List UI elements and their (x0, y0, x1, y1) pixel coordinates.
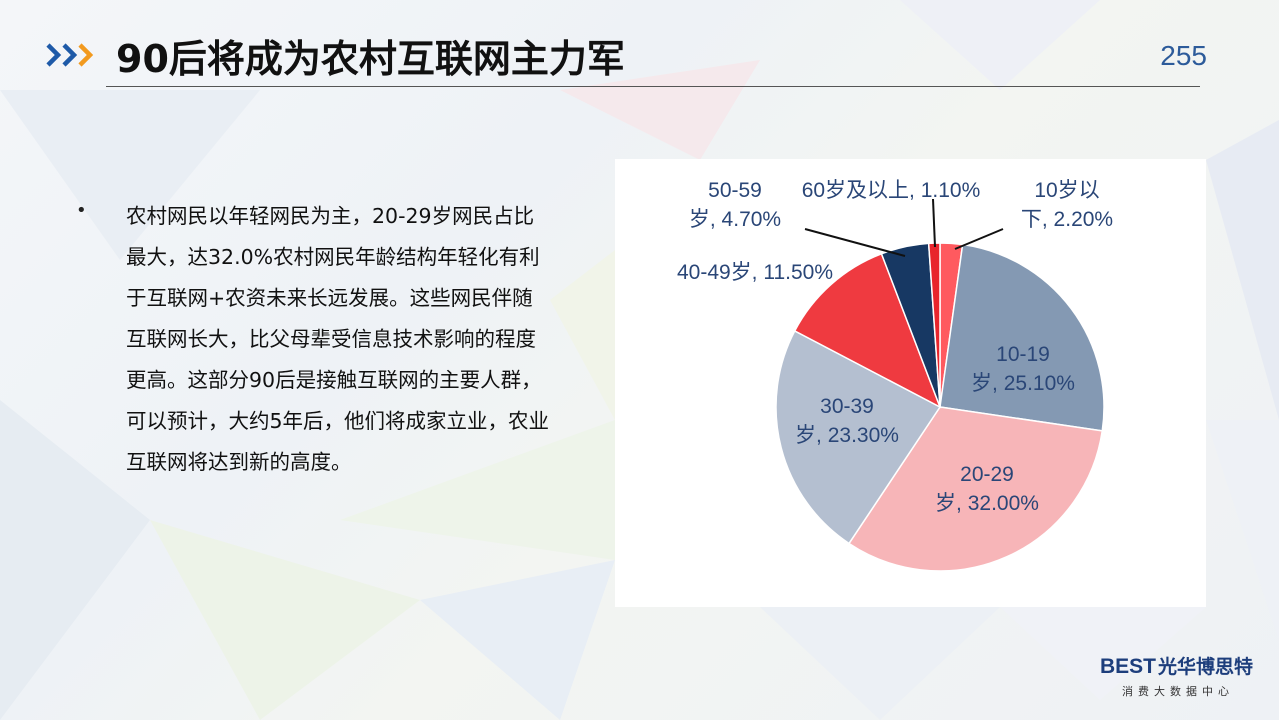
brand-latin: EST (1115, 655, 1157, 678)
data-label: 下, 2.20% (1021, 208, 1113, 231)
page-number: 255 (1160, 40, 1207, 71)
data-label: 岁, 4.70% (689, 208, 781, 231)
data-label: 60岁及以上, 1.10% (802, 179, 981, 202)
leader-line (932, 198, 936, 248)
bullet-paragraph: 农村网民以年轻网民为主，20-29岁网民占比最大，达32.0%农村网民年龄结构年… (126, 204, 550, 474)
data-label: 40-49岁, 11.50% (677, 261, 833, 284)
slide-header: 90后将成为农村互联网主力军 255 (0, 0, 1279, 92)
pie-slice (847, 406, 1104, 572)
leader-line (804, 228, 906, 257)
data-label: 岁, 25.10% (971, 372, 1075, 395)
bullet-list: • 农村网民以年轻网民为主，20-29岁网民占比最大，达32.0%农村网民年龄结… (70, 196, 550, 483)
pie-slice (939, 243, 1105, 432)
brand-logo: BEST 光华博思特 消费大数据中心 (1100, 652, 1253, 699)
brand-cn: 光华博思特 (1158, 657, 1254, 678)
data-label: 岁, 23.30% (795, 424, 899, 447)
chart-panel: 10岁以下, 2.20% 10-19 岁, 25.10% 20-29 岁, 32.00%… (615, 159, 1206, 607)
page-title: 90后将成为农村互联网主力军 (116, 37, 625, 81)
title-divider (106, 86, 1200, 87)
brand-name: BEST 光华博思特 (1100, 652, 1253, 679)
brand-tagline: 消费大数据中心 (1122, 685, 1234, 698)
chevrons-icon (46, 43, 94, 67)
bullet-marker: • (76, 200, 87, 221)
brand-prefix: B (1100, 655, 1116, 678)
data-label: 30-39 (820, 395, 874, 418)
leader-line (954, 228, 1004, 250)
data-label: 10岁以 (1034, 179, 1099, 202)
data-label: 岁, 32.00% (935, 492, 1039, 515)
data-label: 10-19 (996, 343, 1050, 366)
data-label: 20-29 (960, 463, 1014, 486)
pie-slice (793, 252, 942, 409)
data-label: 50-59 (708, 179, 762, 202)
pie-slice (775, 329, 942, 545)
